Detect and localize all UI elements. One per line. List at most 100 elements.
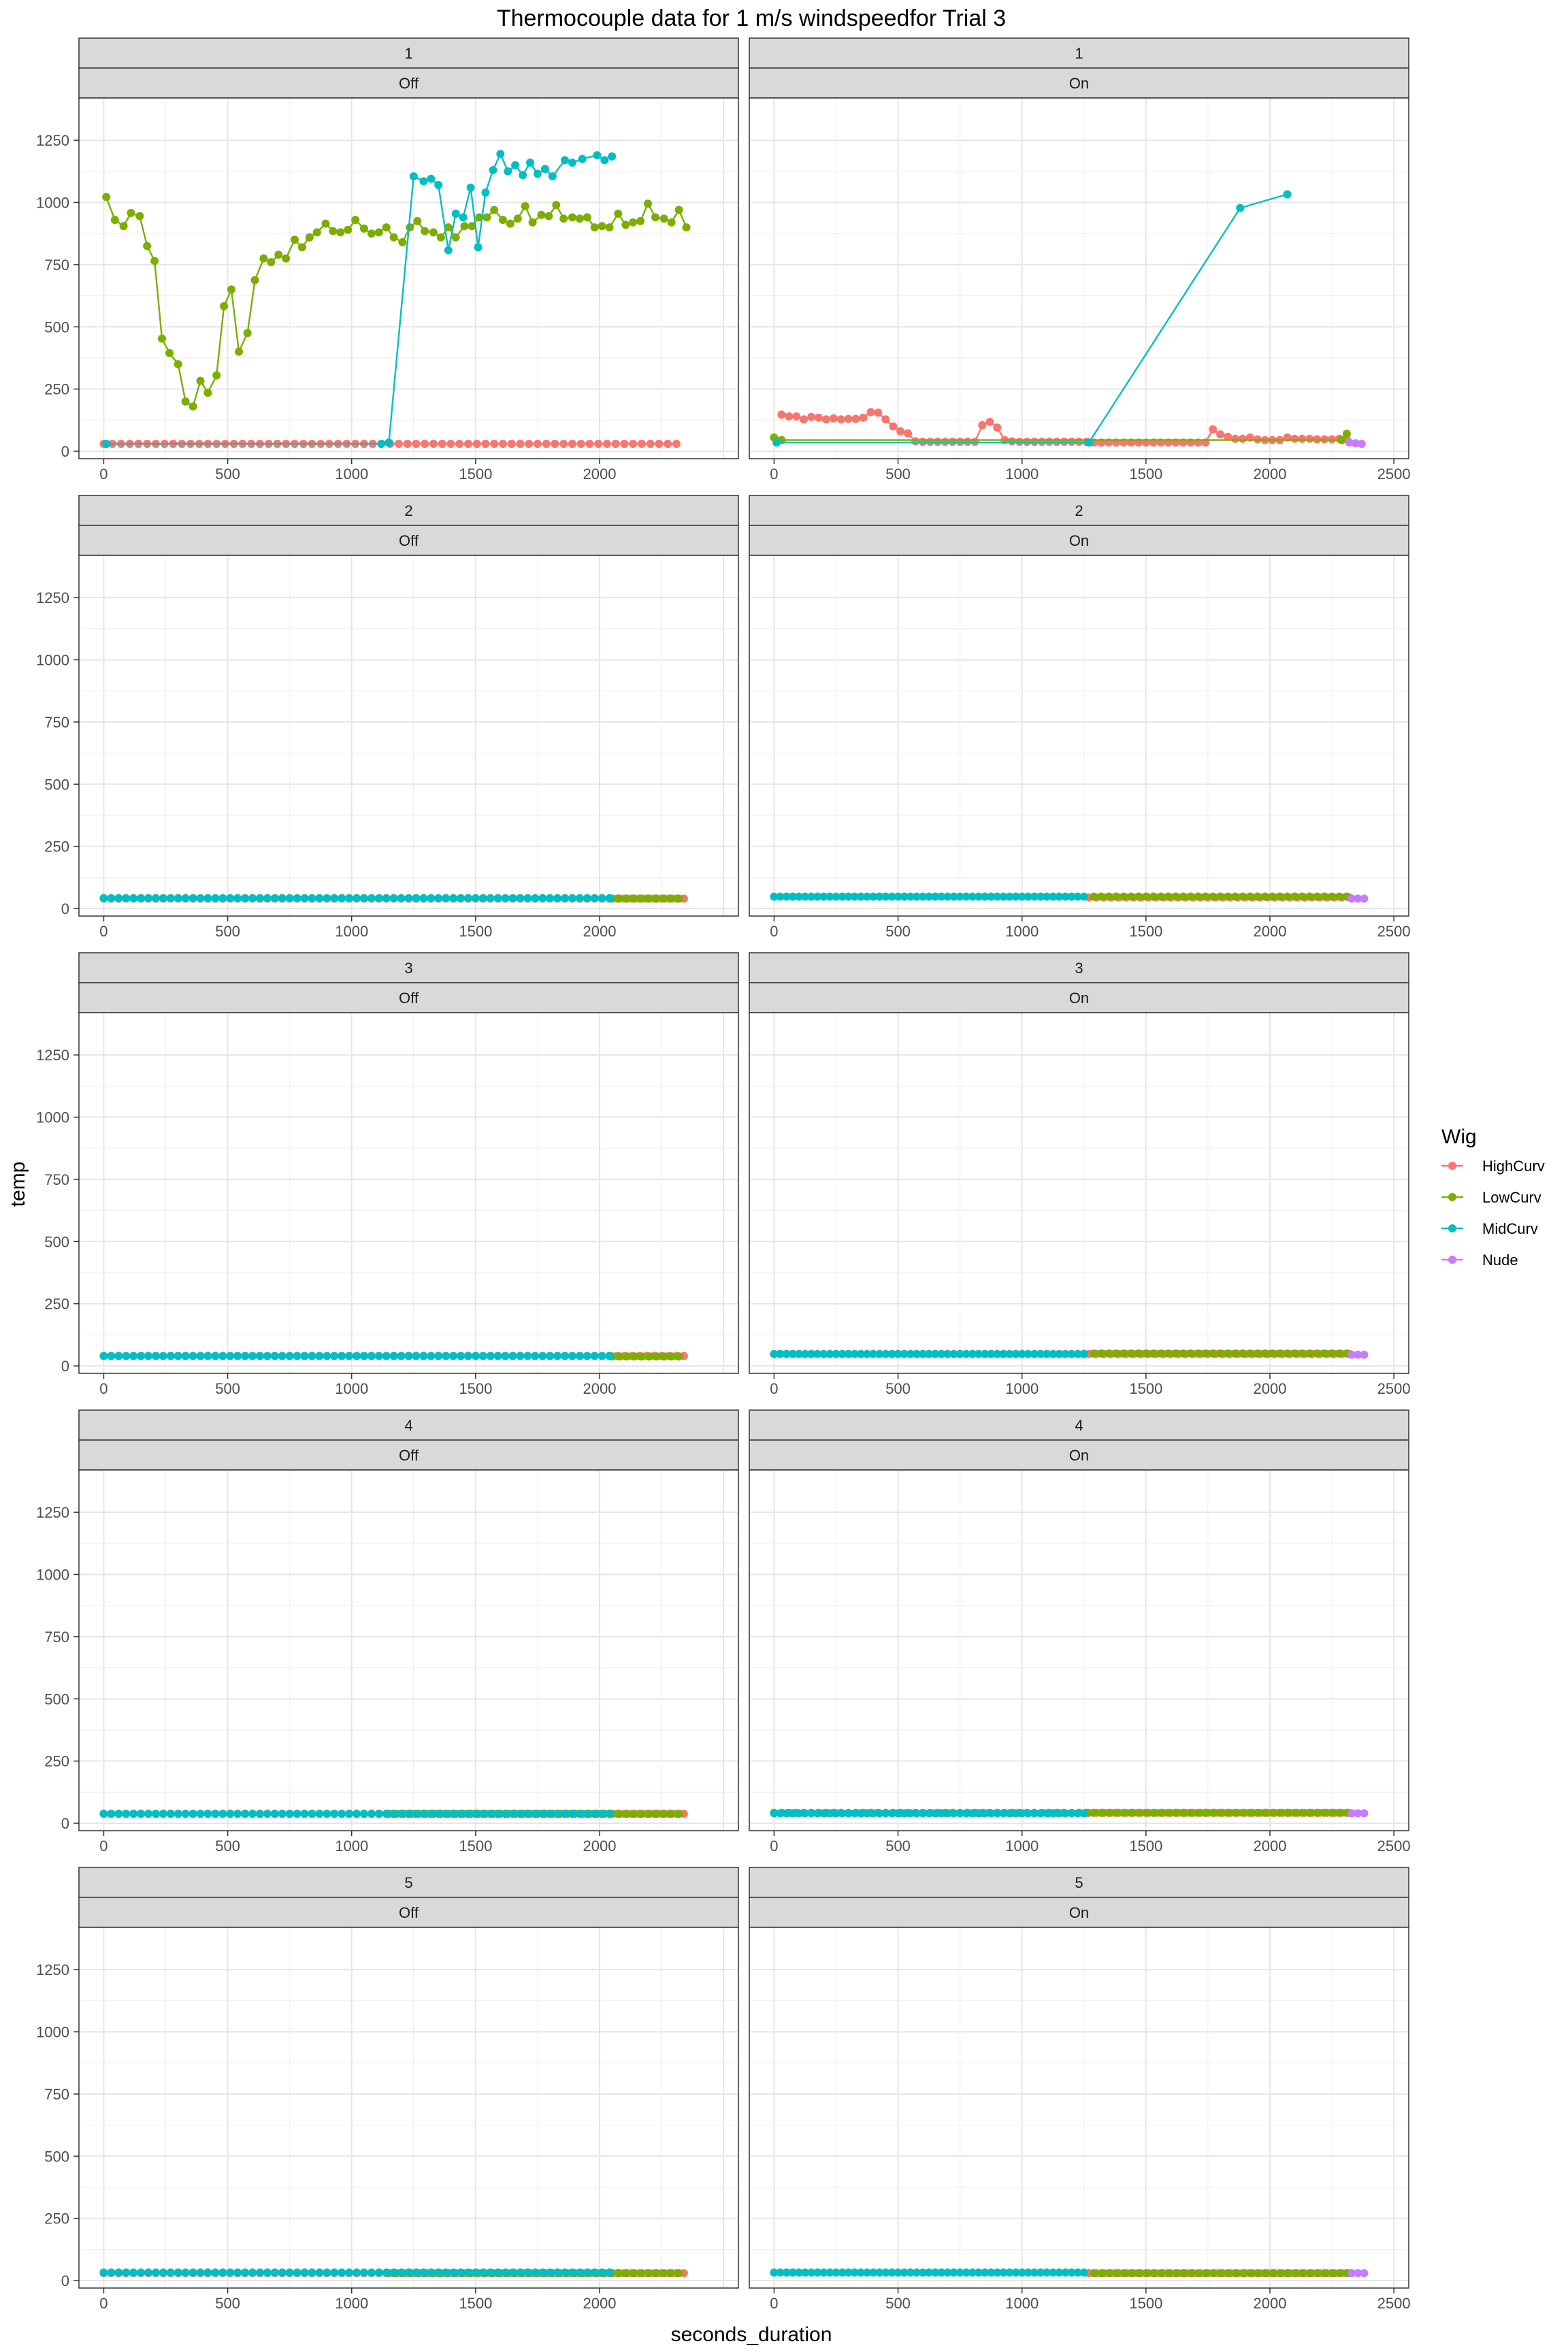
data-point [338,1352,346,1360]
data-point [451,210,460,218]
data-point [457,1810,465,1818]
data-point [409,172,418,181]
data-point [1049,2268,1058,2277]
data-point [931,1809,940,1818]
data-point [875,1350,884,1358]
data-point [165,348,174,357]
data-point [330,894,339,902]
data-point [1036,1350,1045,1358]
y-tick-label: 1250 [36,589,69,606]
data-point [203,389,212,397]
data-point [490,440,499,448]
data-point [421,227,429,235]
series-highcurv [99,440,681,448]
data-point [906,1350,915,1358]
data-point [241,1352,250,1360]
data-point [578,154,587,163]
data-point [1164,892,1173,901]
data-point [412,440,421,448]
data-point [218,1352,227,1360]
data-point [993,892,1002,901]
data-point [493,2268,502,2277]
data-point [345,2268,354,2277]
data-point [956,2268,964,2277]
strip-top [78,952,739,983]
data-point [516,1352,525,1360]
data-point [406,223,414,232]
data-point [1298,434,1307,443]
data-point [1156,1808,1165,1817]
data-point [274,250,283,259]
data-point [881,1350,890,1358]
data-point [235,347,243,356]
data-point [1156,892,1165,901]
data-point [943,1350,952,1358]
panel-border [78,1012,739,1374]
data-point [211,1810,220,1818]
data-point [568,1810,576,1818]
strip-bottom [78,982,739,1013]
data-point [583,213,591,222]
data-point [1224,432,1232,441]
data-point [457,2268,465,2277]
panel-3: 2 Off 0 250 500 750 1000 1250 0 500 1000 1500 2000 [36,495,739,940]
data-point [345,1352,354,1360]
data-point [434,2268,443,2277]
data-point [212,371,221,380]
data-point [1320,1349,1329,1358]
panel-border [78,1927,739,2289]
data-point [1290,1349,1299,1358]
data-point [652,894,661,903]
data-point [962,1350,970,1358]
data-point [575,214,584,223]
data-point [99,1352,108,1360]
data-point [338,894,346,902]
data-point [1328,2269,1337,2278]
data-point [1224,892,1232,901]
data-point [255,1810,264,1818]
data-point [637,440,646,448]
data-point [359,1352,368,1360]
series-nude [1348,1350,1369,1359]
y-tick-label: 500 [44,1690,69,1708]
data-point [389,1352,398,1360]
data-point [1360,2269,1369,2278]
data-point [255,1352,264,1360]
data-point [553,2268,562,2277]
data-point [538,1352,547,1360]
data-point [807,1809,816,1818]
plot-background [79,98,738,459]
x-tick-label: 1500 [459,1838,492,1855]
data-point [211,2268,220,2277]
data-point [404,1810,413,1818]
data-point [1112,1808,1121,1817]
data-point [537,210,546,219]
data-point [1194,1808,1203,1817]
data-point [1290,1808,1299,1817]
y-tick-label: 750 [44,1171,69,1188]
data-point [1283,892,1292,901]
data-point [659,1810,668,1818]
data-point [143,242,152,250]
data-point [1260,1349,1269,1358]
data-point [144,894,152,902]
data-point [389,233,398,242]
panel-5: 3 Off 0 250 500 750 1000 1250 0 500 1000 1500 2000 [36,952,739,1397]
data-point [466,183,475,192]
data-point [1351,439,1360,448]
data-point [894,2268,902,2277]
series-midcurv [99,2268,614,2277]
data-point [144,1810,152,1818]
x-tick-label: 1500 [1129,923,1162,940]
data-point [559,214,568,223]
data-point [646,440,655,448]
data-point [442,1352,451,1360]
y-tick-label: 750 [44,2086,69,2103]
data-point [832,892,840,901]
data-point [412,2268,421,2277]
data-point [987,2268,996,2277]
data-point [270,894,279,902]
data-point [1090,1349,1098,1358]
series-midcurv [772,190,1292,447]
data-point [196,1810,205,1818]
